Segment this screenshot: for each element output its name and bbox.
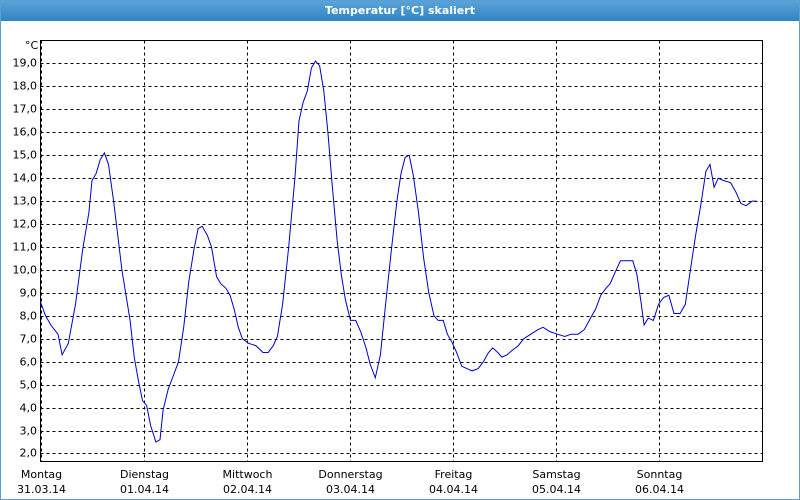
plot-frame — [40, 40, 763, 462]
x-tick-day: Donnerstag — [318, 468, 382, 481]
x-tick-day: Dienstag — [120, 468, 169, 481]
y-tick-label: 18,0 — [13, 80, 38, 93]
y-unit: °C — [25, 39, 39, 52]
temperature-line — [40, 60, 757, 443]
x-tick-day: Samstag — [532, 468, 580, 481]
y-tick-label: 13,0 — [13, 195, 38, 208]
x-tick-date: 06.04.14 — [635, 483, 684, 496]
chart-title: Temperatur [°C] skaliert — [325, 4, 475, 17]
x-tick-date: 02.04.14 — [223, 483, 272, 496]
x-tick-day: Sonntag — [637, 468, 683, 481]
x-tick-date: 05.04.14 — [532, 483, 581, 496]
y-tick-label: 5,0 — [20, 379, 38, 392]
x-tick-date: 03.04.14 — [326, 483, 375, 496]
x-tick-date: 31.03.14 — [17, 483, 66, 496]
title-bar — [1, 1, 799, 21]
y-tick-label: 7,0 — [20, 333, 38, 346]
y-tick-label: 15,0 — [13, 149, 38, 162]
x-tick-day: Mittwoch — [223, 468, 273, 481]
y-tick-label: 12,0 — [13, 218, 38, 231]
y-tick-label: 3,0 — [20, 425, 38, 438]
y-tick-label: 14,0 — [13, 172, 38, 185]
x-tick-date: 01.04.14 — [120, 483, 169, 496]
y-tick-label: 16,0 — [13, 126, 38, 139]
y-tick-label: 8,0 — [20, 310, 38, 323]
y-tick-label: 2,0 — [20, 447, 38, 460]
x-tick-day: Montag — [21, 468, 62, 481]
y-tick-label: 11,0 — [13, 241, 38, 254]
x-tick-day: Freitag — [435, 468, 473, 481]
y-tick-label: 19,0 — [13, 57, 38, 70]
y-tick-label: 10,0 — [13, 264, 38, 277]
y-tick-label: 4,0 — [20, 402, 38, 415]
y-tick-label: 6,0 — [20, 356, 38, 369]
y-tick-label: 9,0 — [20, 287, 38, 300]
y-tick-label: 17,0 — [13, 103, 38, 116]
x-tick-date: 04.04.14 — [429, 483, 478, 496]
